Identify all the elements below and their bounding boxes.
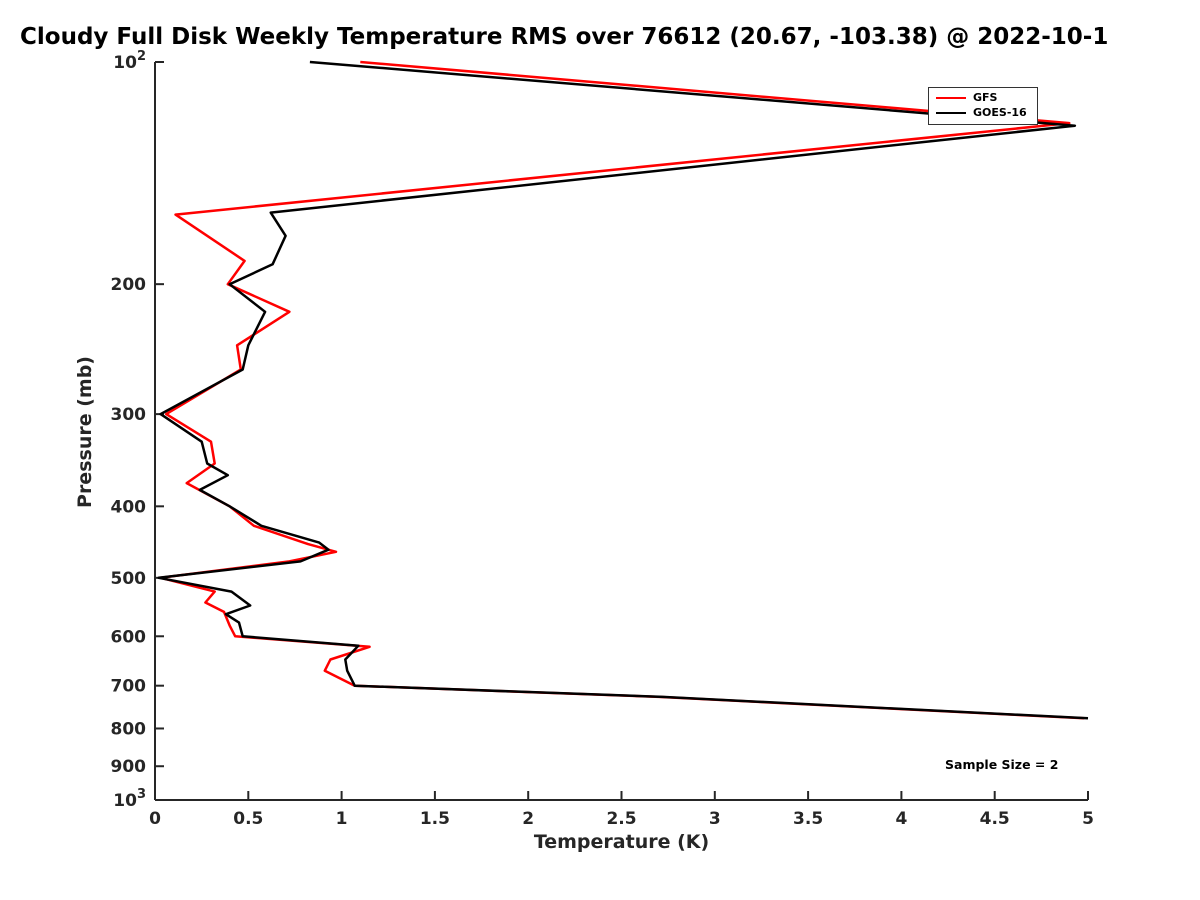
x-tick-label: 1 [336,809,348,829]
x-tick-label: 0.5 [233,809,263,829]
x-tick-label: 3 [709,809,721,829]
y-tick-label: 200 [111,275,147,295]
goes16-line-sample-icon [936,112,966,114]
x-tick-label: 0 [149,809,161,829]
y-tick-label: 300 [111,405,147,425]
x-tick-label: 5 [1082,809,1094,829]
y-tick-label: 103 [113,787,146,811]
legend-label-gfs: GFS [973,91,998,104]
x-axis-label: Temperature (K) [533,831,710,853]
gfs-line-sample-icon [936,97,966,99]
y-tick-label: 700 [111,677,147,697]
series-line-goes-16 [157,60,1089,720]
y-tick-label: 400 [111,497,147,517]
chart-title: Cloudy Full Disk Weekly Temperature RMS … [20,24,1109,50]
x-tick-label: 1.5 [420,809,450,829]
sample-size-label: Sample Size = 2 [945,757,1059,772]
x-tick-label: 4.5 [980,809,1010,829]
legend-label-goes16: GOES-16 [973,106,1027,119]
y-tick-label: 800 [111,719,147,739]
y-tick-label: 900 [111,757,147,777]
x-tick-label: 3.5 [793,809,823,829]
y-axis-label: Pressure (mb) [74,356,96,508]
legend-item-gfs: GFS [936,92,1027,104]
x-tick-label: 2 [522,809,534,829]
legend: GFS GOES-16 [928,87,1038,125]
x-tick-label: 4 [895,809,907,829]
y-tick-label: 102 [113,49,146,73]
y-tick-label: 600 [111,627,147,647]
y-tick-label: 500 [111,569,147,589]
series-line-gfs [159,60,1085,720]
x-tick-label: 2.5 [606,809,636,829]
legend-item-goes16: GOES-16 [936,107,1027,119]
